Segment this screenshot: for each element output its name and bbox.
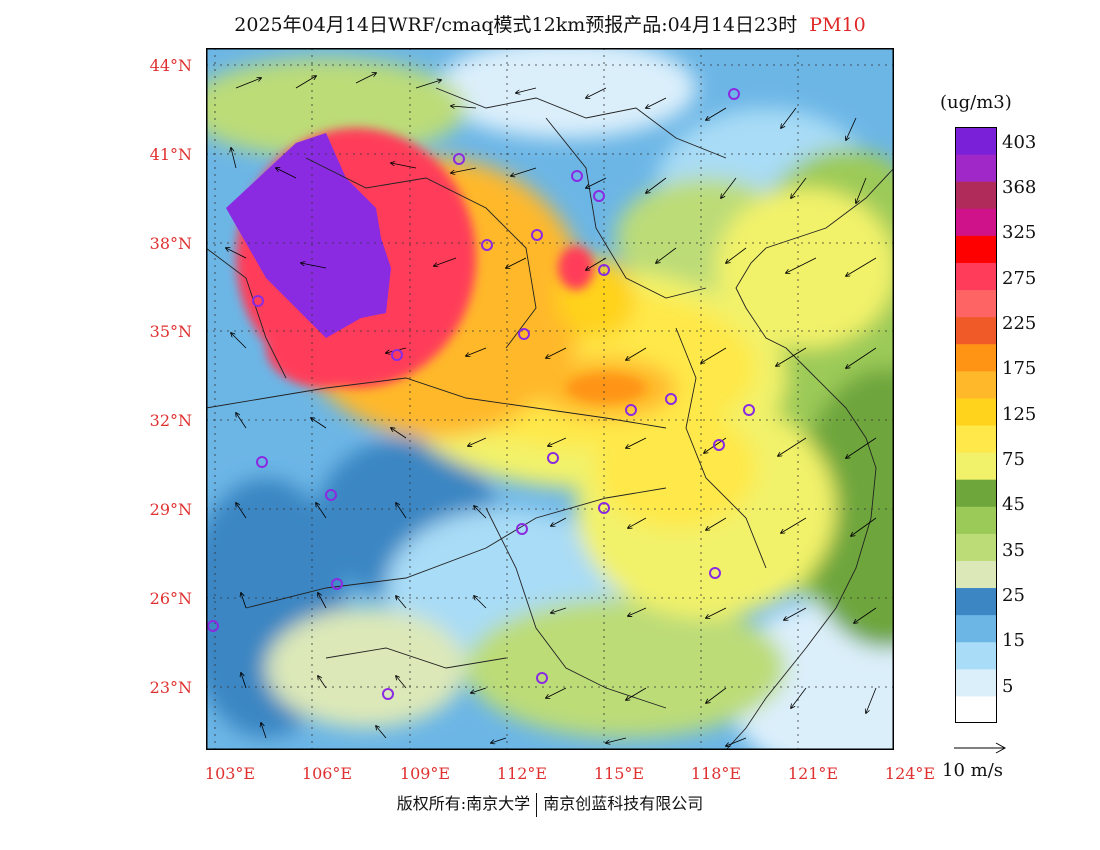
lon-label: 109°E [399,764,451,783]
colorbar-swatch [956,614,996,643]
lon-label: 103°E [204,764,256,783]
colorbar-swatch [956,154,996,182]
colorbar-unit: (ug/m3) [940,92,1012,113]
colorbar-swatch [956,181,996,209]
city-markers [207,88,755,700]
lon-label: 121°E [787,764,839,783]
colorbar-swatch [956,262,996,291]
colorbar-swatch [956,235,996,263]
colorbar-label: 368 [1002,177,1037,199]
vector-reference-arrow [954,742,1007,754]
colorbar-label: 15 [1002,630,1025,652]
colorbar-swatch [956,506,996,534]
title-variable: PM10 [809,14,866,36]
lat-label: 23°N [149,678,192,697]
lon-label: 115°E [593,764,645,783]
colorbar-label: 225 [1002,313,1037,335]
concentration-field [206,48,894,750]
pm10-peak-region [226,133,391,338]
lat-label: 26°N [149,589,192,608]
graticule [206,48,894,750]
colorbar-swatch [956,533,996,561]
colorbar-swatch [956,587,996,616]
colorbar-label: 275 [1002,267,1037,289]
colorbar-swatch [956,370,996,399]
footer-left: 版权所有:南京大学 [396,794,531,813]
colorbar-label: 175 [1002,358,1037,380]
colorbar-swatch [956,560,996,589]
colorbar-swatch [956,641,996,670]
colorbar-swatch [956,127,996,155]
lon-label: 118°E [690,764,742,783]
title-main: 2025年04月14日WRF/cmaq模式12km预报产品:04月14日23时 [234,14,798,36]
colorbar-swatch [956,316,996,345]
pm10-forecast-map [206,48,894,750]
lon-label: 106°E [301,764,353,783]
footer-right: 南京创蓝科技有限公司 [543,794,704,813]
colorbar-label: 75 [1002,449,1025,471]
colorbar-label: 403 [1002,131,1037,153]
colorbar [955,127,997,723]
lat-label: 41°N [149,145,192,164]
vector-reference-label: 10 m/s [942,760,1003,781]
colorbar-swatch [956,668,996,697]
footer-separator [536,792,538,817]
lat-label: 32°N [149,411,192,430]
colorbar-swatch [956,208,996,236]
colorbar-label: 35 [1002,539,1025,561]
copyright-footer: 版权所有:南京大学 南京创蓝科技有限公司 [0,790,1100,817]
lon-label: 112°E [496,764,548,783]
colorbar-label: 325 [1002,222,1037,244]
colorbar-label: 5 [1002,675,1014,697]
colorbar-swatch [956,479,996,507]
province-boundaries [206,87,894,750]
lat-label: 38°N [149,234,192,253]
map-title: 2025年04月14日WRF/cmaq模式12km预报产品:04月14日23时 … [0,10,1100,37]
lat-label: 35°N [149,322,192,341]
colorbar-label: 45 [1002,494,1025,516]
colorbar-label: 25 [1002,585,1025,607]
colorbar-swatch [956,343,996,372]
lat-label: 29°N [149,500,192,519]
colorbar-swatch [956,397,996,426]
wind-vectors [226,73,877,746]
lat-label: 44°N [149,56,192,75]
colorbar-swatch [956,695,996,723]
colorbar-swatch [956,289,996,318]
colorbar-label: 125 [1002,403,1037,425]
colorbar-swatch [956,452,996,480]
colorbar-swatch [956,425,996,453]
lon-label: 124°E [884,764,936,783]
